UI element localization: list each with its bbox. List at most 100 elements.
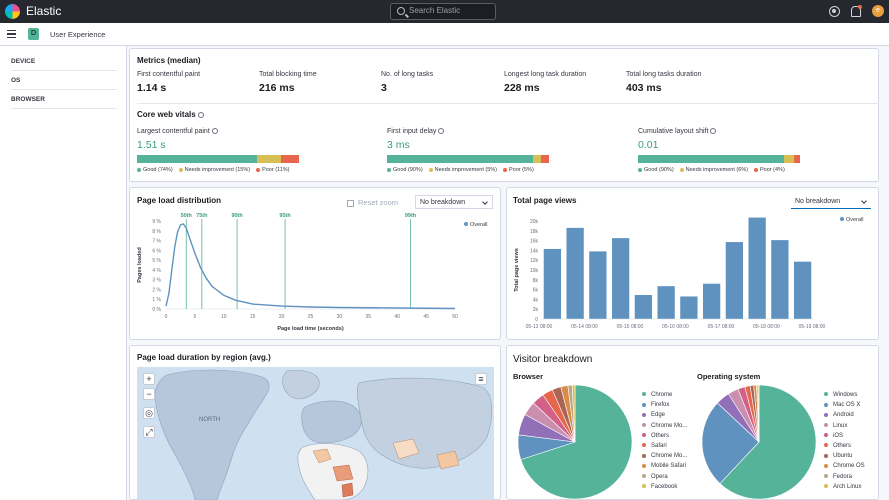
legend-label: Chrome OS <box>833 463 865 470</box>
map-greenland <box>282 370 320 400</box>
pie-legend-item[interactable]: Firefox <box>642 402 687 412</box>
legend-poor: Poor (4%) <box>760 167 785 173</box>
user-avatar[interactable]: e <box>872 5 884 17</box>
region-map[interactable]: NORTH + − ◎ ⤢ ≡ <box>137 367 494 500</box>
map-region-medium <box>392 438 420 460</box>
menu-icon[interactable] <box>7 30 16 38</box>
y-tick-label: 6 % <box>152 248 161 254</box>
pie-legend-item[interactable]: Windows <box>824 392 865 402</box>
pie-legend-item[interactable]: Fedora <box>824 474 865 484</box>
info-icon[interactable] <box>438 128 445 135</box>
info-icon[interactable] <box>211 128 218 135</box>
bar <box>680 296 698 319</box>
legend-dot <box>428 167 433 172</box>
page-views-chart[interactable]: 0 2k 4k 6k 8k 10k 12k 14k 16k 18k 20k 05-13 08:00 05… <box>506 208 879 340</box>
pie-legend-item[interactable]: Edge <box>642 412 687 422</box>
core-web-vitals-title: Core web vitals <box>137 110 204 119</box>
legend-label: Others <box>651 432 670 439</box>
legend-needs: Needs improvement (15%) <box>184 167 251 173</box>
page-views-breakdown-select[interactable]: No breakdown <box>791 195 871 209</box>
vital-distribution-bar <box>137 155 299 163</box>
space-avatar[interactable]: D <box>28 28 39 40</box>
x-tick-label: 5 <box>194 314 197 320</box>
fullscreen-button[interactable]: ⤢ <box>143 426 155 438</box>
vital-value: 1.51 s <box>137 139 166 151</box>
map-region-medium <box>436 450 460 470</box>
zoom-in-button[interactable]: + <box>143 373 155 385</box>
distribution-line <box>165 223 456 310</box>
filter-device[interactable]: DEVICE <box>11 58 117 71</box>
legend-label: Chrome <box>651 392 673 398</box>
page-load-chart[interactable]: 0 % 1 % 2 % 3 % 4 % 5 % 6 % 7 % 8 % 9 % 0 5 10 15 20 25… <box>129 208 501 340</box>
pie-legend-item[interactable]: Ubuntu <box>824 453 865 463</box>
map-north-america <box>154 369 270 500</box>
map-region-slow <box>312 448 332 464</box>
vital-label-text: Cumulative layout shift <box>638 128 709 135</box>
info-icon[interactable] <box>197 111 204 118</box>
metric-label: Total long tasks duration <box>626 71 702 78</box>
reset-zoom-button[interactable]: Reset zoom <box>347 198 398 207</box>
pie-legend-item[interactable]: iOS <box>824 433 865 443</box>
x-tick-label: 05-17 08:00 <box>708 324 735 330</box>
bar-segment-good <box>638 155 784 163</box>
pie-legend-item[interactable]: Facebook <box>642 484 687 494</box>
pie-legend-item[interactable]: Others <box>824 443 865 453</box>
legend-dot <box>642 392 646 397</box>
legend-label: Arch Linux <box>833 483 862 490</box>
page-load-breakdown-select[interactable]: No breakdown <box>415 195 493 209</box>
legend-dot <box>642 473 646 478</box>
breakdown-value: No breakdown <box>795 198 841 205</box>
legend-label: Mobile Safari <box>651 463 687 470</box>
compass-button[interactable]: ◎ <box>143 407 155 419</box>
browser-title: Browser <box>513 372 544 381</box>
search-placeholder: Search Elastic <box>409 6 461 15</box>
legend-dot <box>824 443 828 448</box>
os-pie-chart[interactable] <box>700 383 818 500</box>
pie-legend-item[interactable]: Arch Linux <box>824 484 865 494</box>
legend-dot <box>256 167 261 172</box>
pie-legend-item[interactable]: Chrome Mo... <box>642 453 687 463</box>
bar <box>566 227 584 319</box>
pie-legend-item[interactable]: Chrome OS <box>824 463 865 473</box>
percentile-label: 90th <box>231 213 243 219</box>
elastic-logo-icon[interactable] <box>5 4 20 19</box>
pie-slice <box>701 402 760 484</box>
bar-segment-needs <box>783 155 794 163</box>
info-icon[interactable] <box>710 128 717 135</box>
global-search-input[interactable]: Search Elastic <box>390 3 496 20</box>
zoom-out-button[interactable]: − <box>143 388 155 400</box>
pie-legend-item[interactable]: Opera <box>642 474 687 484</box>
legend-label: Firefox <box>651 402 670 409</box>
legend-dot <box>824 473 828 478</box>
pie-legend-item[interactable]: Linux <box>824 423 865 433</box>
filter-browser[interactable]: BROWSER <box>11 96 117 109</box>
browser-pie-chart[interactable] <box>516 383 634 500</box>
layers-button[interactable]: ≡ <box>475 373 487 385</box>
legend-overall: Overall <box>470 222 487 228</box>
newsfeed-icon[interactable] <box>850 6 861 17</box>
legend-label: Opera <box>651 473 668 480</box>
reset-zoom-label: Reset zoom <box>358 198 399 207</box>
pie-legend-item[interactable]: Chrome Mo... <box>642 423 687 433</box>
bar-segment-needs <box>532 155 541 163</box>
legend-dot <box>824 463 828 468</box>
x-tick-label: 50 <box>452 314 458 320</box>
legend-dot <box>137 167 141 172</box>
pie-legend-item[interactable]: Android <box>824 412 865 422</box>
pie-legend-item[interactable]: Others <box>642 433 687 443</box>
help-icon[interactable] <box>829 6 840 17</box>
vital-label-text: Largest contentful paint <box>137 128 210 135</box>
vital-value: 3 ms <box>387 139 410 151</box>
pie-slice <box>757 384 760 443</box>
pie-legend-item[interactable]: Mac OS X <box>824 402 865 412</box>
legend-label: Edge <box>651 412 666 419</box>
pie-legend-item[interactable]: Chrome <box>642 392 687 402</box>
legend-dot <box>464 222 468 226</box>
x-tick-label: 05-18 08:00 <box>753 324 780 330</box>
filter-os[interactable]: OS <box>11 77 117 90</box>
pie-legend-item[interactable]: Safari <box>642 443 687 453</box>
core-web-vitals-title-text: Core web vitals <box>137 110 196 119</box>
x-tick-label: 35 <box>366 314 372 320</box>
legend-dot <box>824 422 828 427</box>
pie-legend-item[interactable]: Mobile Safari <box>642 463 687 473</box>
